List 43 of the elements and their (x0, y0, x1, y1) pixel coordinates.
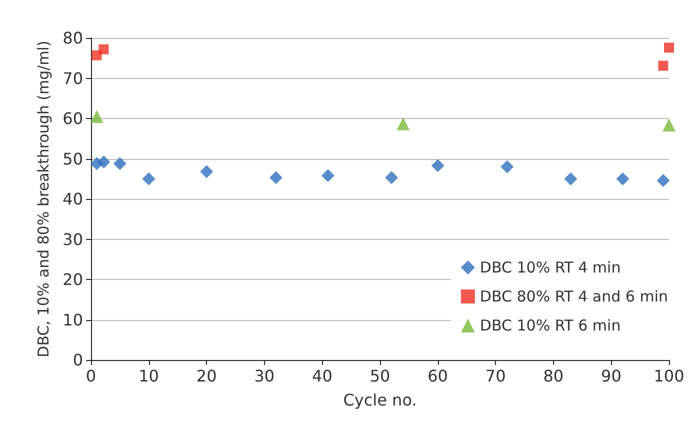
x-tick-label: 0 (86, 366, 96, 386)
point (616, 172, 630, 186)
x-tick-label: 70 (485, 366, 506, 386)
y-tick-label: 0 (72, 350, 83, 370)
x-tick-label: 60 (428, 366, 448, 386)
y-tick-label: 10 (62, 310, 83, 330)
x-tick-label: 40 (312, 366, 332, 386)
x-tick-label: 100 (654, 366, 684, 386)
x-tick-label: 10 (138, 366, 159, 386)
x-tick-label: 80 (543, 366, 564, 386)
point (431, 159, 444, 172)
x-tick-label: 20 (196, 366, 217, 386)
y-tick-label: 60 (62, 109, 83, 128)
x-tick-label: 30 (254, 366, 275, 386)
point (658, 60, 668, 71)
y-tick-label: 80 (62, 28, 83, 48)
y-tick-label: 70 (62, 68, 83, 88)
point (385, 171, 398, 184)
x-tick-label: 90 (601, 366, 622, 386)
point (396, 117, 410, 130)
legend-label: DBC 80% RT 4 and 6 min (480, 288, 668, 306)
y-axis-title: DBC, 10% and 80% breakthrough (mg/ml) (34, 40, 52, 358)
point (269, 171, 282, 184)
point (662, 118, 676, 132)
point (564, 172, 578, 186)
x-tick-label: 50 (370, 366, 390, 386)
point (500, 160, 514, 174)
legend-label: DBC 10% RT 6 min (480, 316, 621, 334)
y-tick-label: 30 (62, 230, 83, 249)
point (90, 110, 104, 123)
legend-label: DBC 10% RT 4 min (480, 258, 621, 276)
point (98, 44, 109, 54)
y-tick-label: 20 (62, 270, 83, 289)
y-tick-label: 40 (62, 190, 83, 208)
point (142, 172, 156, 186)
point (113, 157, 126, 170)
point (97, 155, 110, 168)
point (664, 42, 674, 53)
point (200, 165, 214, 178)
y-tick-label: 50 (62, 149, 83, 168)
point (656, 174, 670, 187)
x-axis-title: Cycle no. (343, 390, 417, 410)
point (321, 169, 334, 182)
